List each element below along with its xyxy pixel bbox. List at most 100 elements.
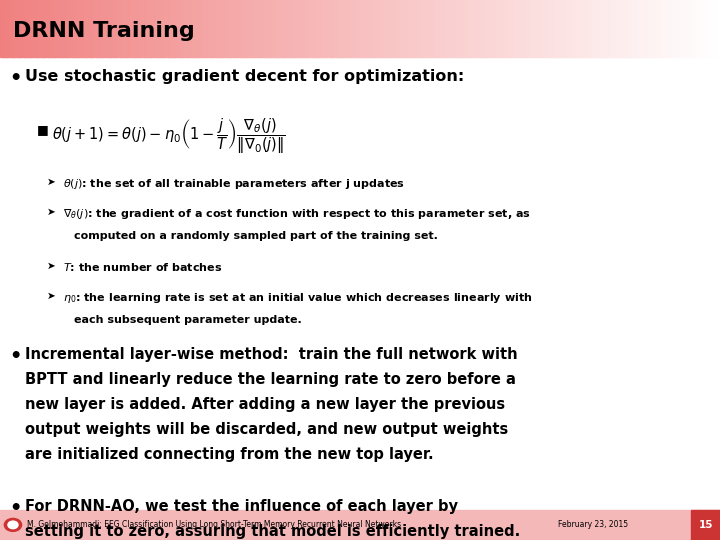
Bar [266,0,269,57]
Bar [153,0,157,57]
Bar [621,0,625,57]
Bar [477,0,481,57]
Bar [634,0,636,57]
Bar [437,0,440,57]
Text: DRNN Training: DRNN Training [13,21,194,42]
Bar [9,0,13,57]
Bar [473,0,476,57]
Bar [5,0,8,57]
Text: Incremental layer-wise method:  train the full network with: Incremental layer-wise method: train the… [25,347,518,362]
Bar [319,0,323,57]
Bar [454,0,456,57]
Bar [643,0,647,57]
Bar [641,0,644,57]
Bar [110,0,114,57]
Bar [65,0,68,57]
Bar [84,0,87,57]
Bar [372,0,375,57]
Bar [468,0,471,57]
Bar [585,0,589,57]
Bar [487,0,490,57]
Bar [81,0,85,57]
Bar [146,0,150,57]
Bar [331,0,334,57]
Bar [247,0,251,57]
Bar [434,0,438,57]
Bar [168,0,171,57]
Bar [629,0,632,57]
Bar [362,0,366,57]
Bar [142,0,145,57]
Bar [158,0,161,57]
Bar [333,0,337,57]
Text: February 23, 2015: February 23, 2015 [558,521,628,529]
Text: computed on a randomly sampled part of the training set.: computed on a randomly sampled part of t… [74,231,438,241]
Bar [216,0,219,57]
Bar [245,0,248,57]
Text: ➤: ➤ [47,177,55,187]
Bar [715,0,719,57]
Bar [326,0,330,57]
Bar [413,0,416,57]
Bar [233,0,236,57]
Bar [178,0,181,57]
Bar [415,0,418,57]
Bar [617,0,620,57]
Bar [583,0,586,57]
Bar [377,0,380,57]
Bar [187,0,190,57]
Bar [14,0,17,57]
Bar [228,0,231,57]
Bar [571,0,575,57]
Bar [672,0,675,57]
Text: ➤: ➤ [47,261,55,271]
Bar [401,0,404,57]
Bar [612,0,615,57]
Bar [655,0,658,57]
Bar [27,0,30,57]
Bar [703,0,706,57]
Bar [526,0,528,57]
Bar [569,0,572,57]
Bar [549,0,553,57]
Bar [211,0,215,57]
Bar [439,0,442,57]
Text: ➤: ➤ [47,291,55,301]
Bar [696,0,699,57]
Bar [43,0,46,57]
Bar [533,0,536,57]
Bar [358,0,361,57]
Bar [456,0,459,57]
Bar [315,0,318,57]
Bar [0,510,720,540]
Bar [89,0,92,57]
Bar [209,0,212,57]
Bar [670,0,672,57]
Bar [346,0,348,57]
Bar [207,0,210,57]
Bar [718,0,720,57]
Bar [355,0,359,57]
Bar [605,0,608,57]
Bar [173,0,176,57]
Bar [374,0,377,57]
Bar [367,0,370,57]
Bar [120,0,123,57]
Bar [86,0,89,57]
Bar [547,0,550,57]
Bar [214,0,217,57]
Bar [225,0,229,57]
Bar [482,0,485,57]
Bar [161,0,164,57]
Bar [31,0,35,57]
Bar [410,0,413,57]
Bar [382,0,384,57]
Bar [389,0,392,57]
Circle shape [8,521,18,529]
Bar [590,0,593,57]
Circle shape [4,518,22,531]
Text: •: • [9,69,22,88]
Bar [103,0,107,57]
Bar [403,0,406,57]
Bar [711,0,714,57]
